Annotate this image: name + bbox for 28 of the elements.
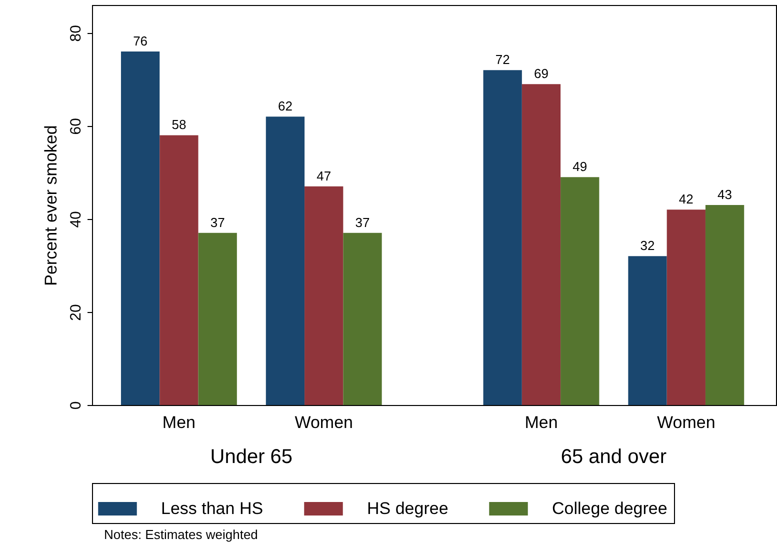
y-tick-label: 80 [68, 25, 84, 42]
data-label: 37 [210, 214, 225, 230]
data-label: 49 [572, 159, 588, 174]
data-label: 47 [316, 168, 332, 184]
y-tick-label: 40 [68, 211, 84, 228]
legend-label: College degree [552, 498, 668, 518]
y-axis-title: Percent ever smoked [42, 125, 60, 286]
legend-label: Less than HS [161, 498, 264, 518]
text: Under 65 [210, 446, 293, 468]
x-tick-label: Women [657, 413, 716, 432]
y-tick-label: 60 [68, 118, 84, 135]
x-tick-label: Men [162, 413, 196, 432]
text: 65 and over [560, 446, 667, 468]
data-label: 58 [172, 117, 186, 132]
data-label: 76 [133, 34, 148, 49]
data-label: 62 [278, 98, 292, 114]
x-tick-label: Men [524, 413, 558, 432]
y-tick-label: 20 [68, 304, 84, 321]
text: Notes: Estimates weighted [104, 527, 258, 542]
y-tick-label: 0 [68, 401, 84, 410]
data-label: 32 [640, 238, 655, 254]
legend-label: HS degree [367, 498, 448, 518]
data-label: 42 [678, 192, 694, 207]
data-label: 37 [355, 214, 370, 230]
x-tick-label: Women [294, 413, 353, 432]
data-label: 72 [495, 52, 510, 68]
data-label: 69 [534, 66, 548, 82]
data-label: 43 [718, 187, 732, 202]
